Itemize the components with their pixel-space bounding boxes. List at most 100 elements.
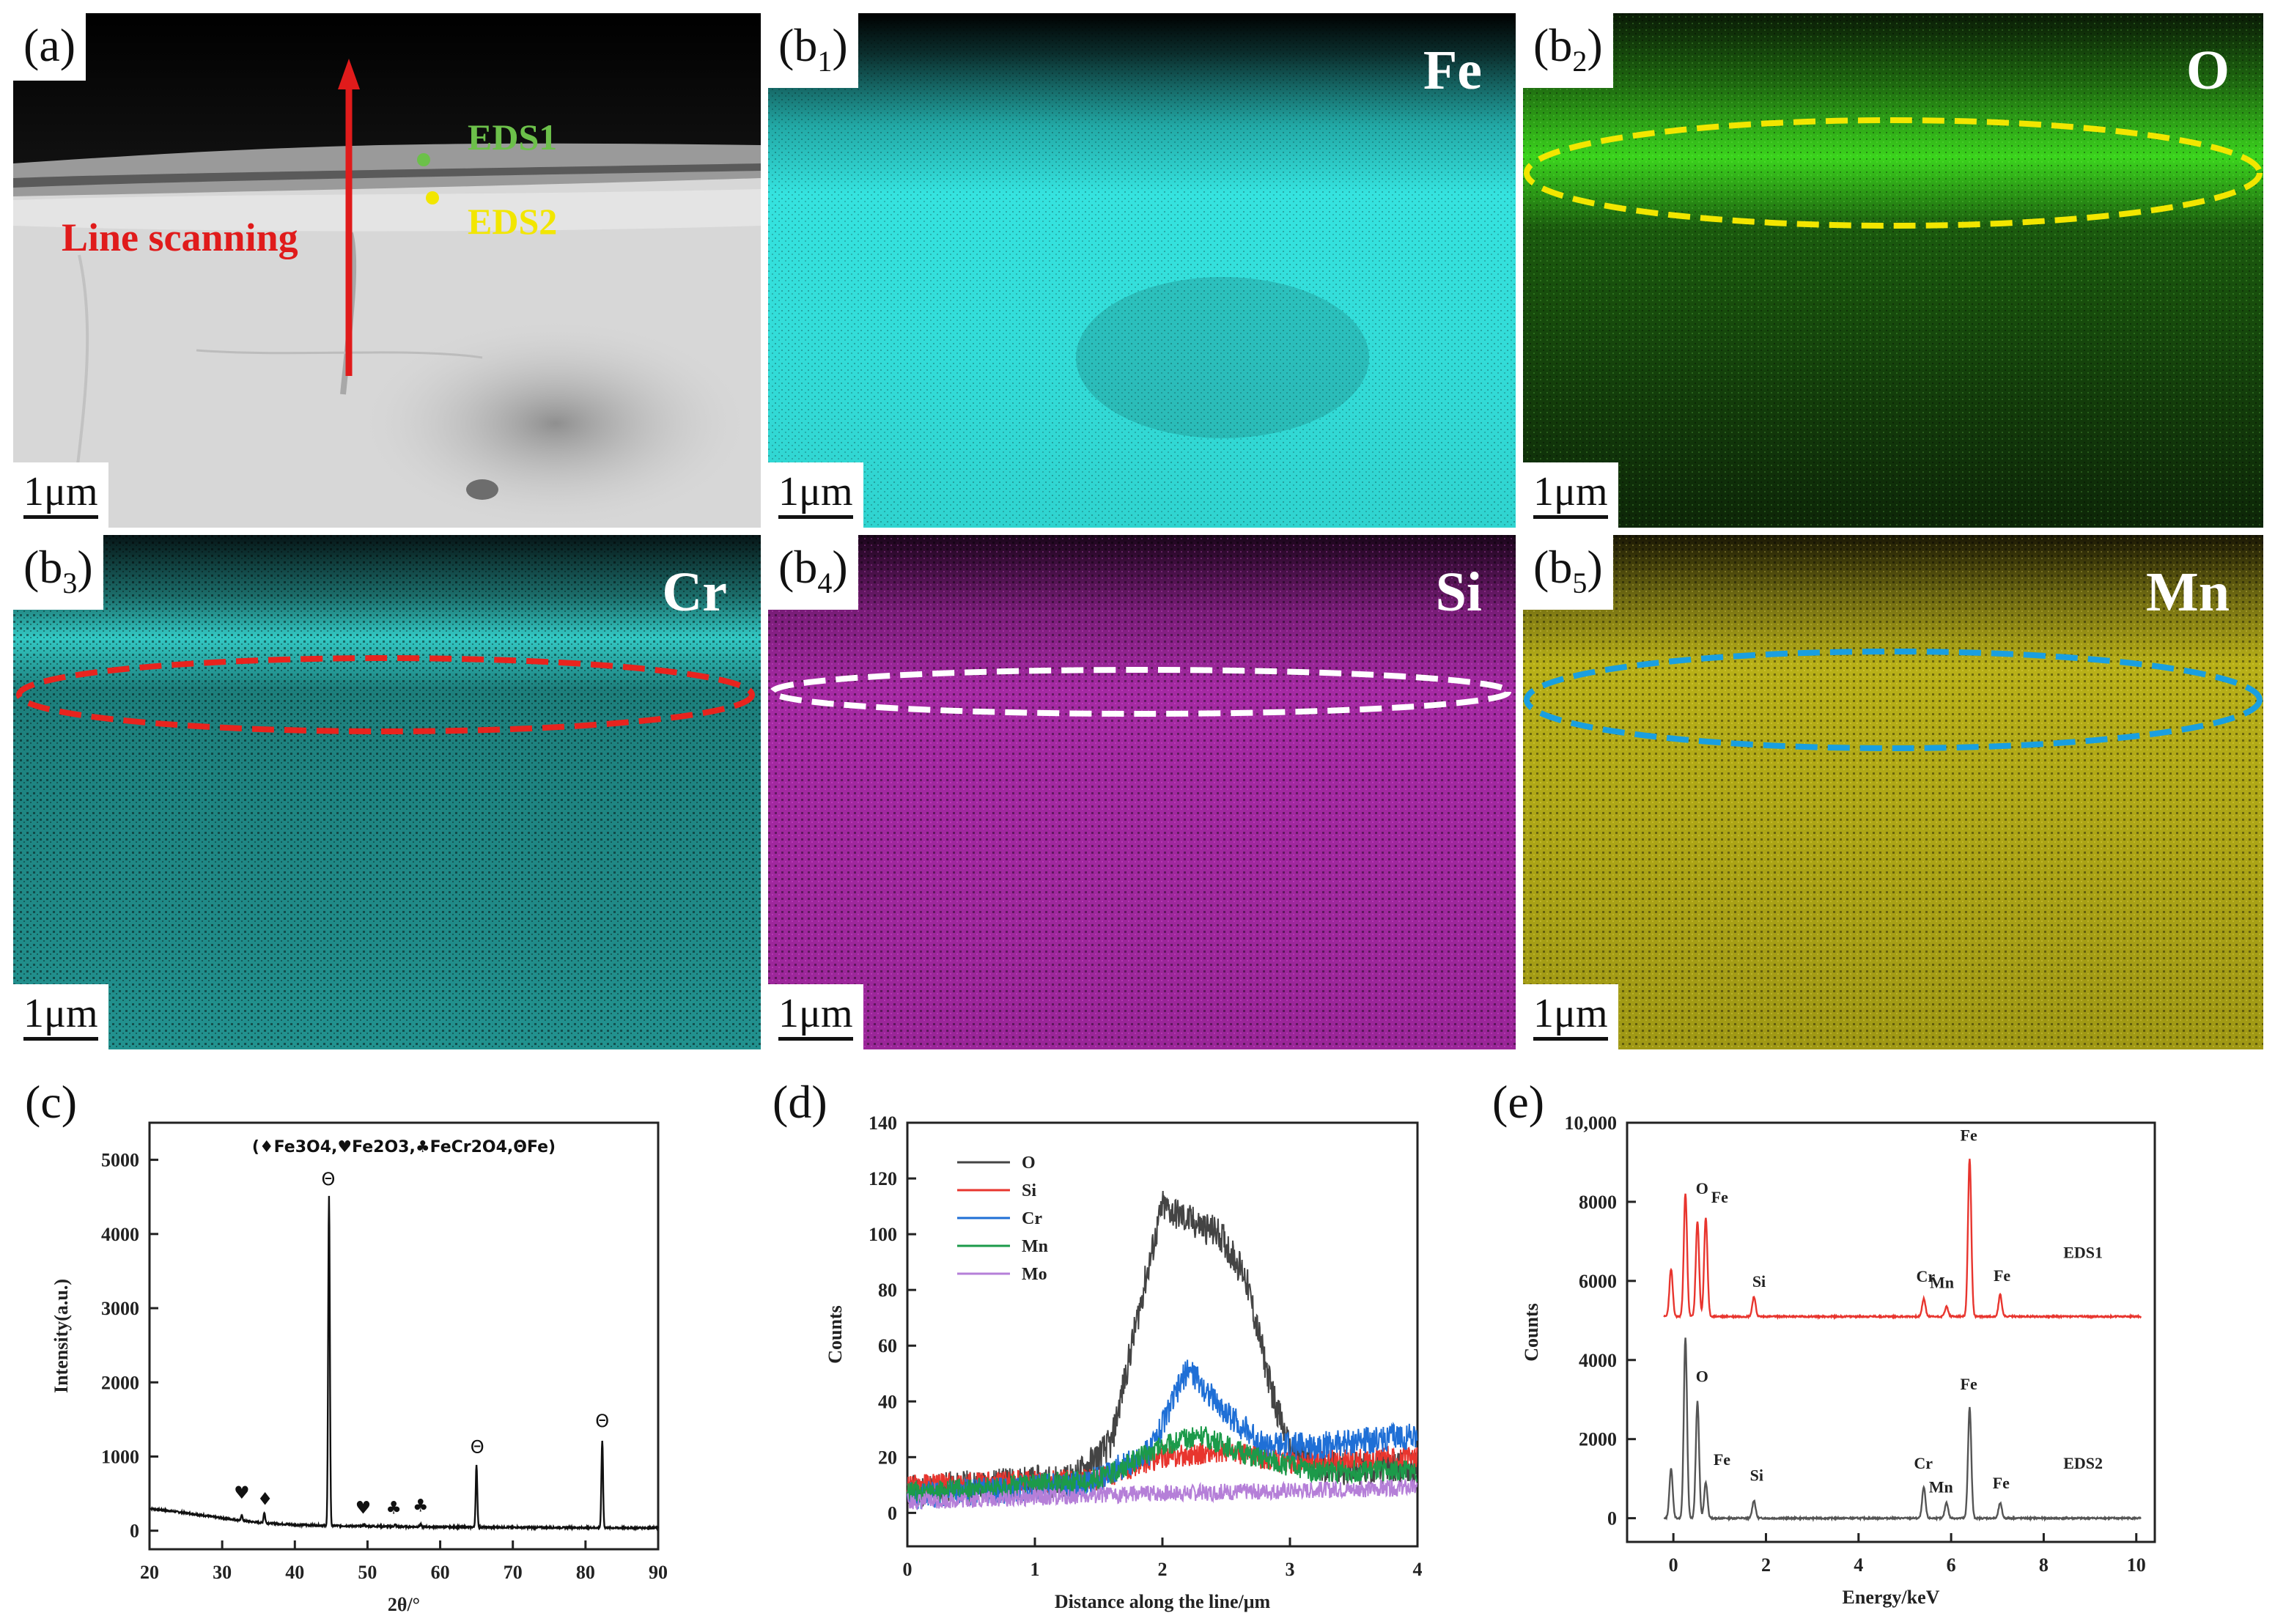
highlight-ellipse bbox=[16, 655, 755, 734]
panel-b5-label: (b5) bbox=[1523, 535, 1613, 610]
x-tick-label: 4 bbox=[1854, 1554, 1863, 1576]
series-line-mo bbox=[907, 1477, 1418, 1510]
y-tick-label: 0 bbox=[1607, 1508, 1617, 1529]
peak-label: EDS1 bbox=[2063, 1244, 2103, 1262]
y-tick-label: 10,000 bbox=[1565, 1112, 1618, 1134]
x-tick-label: 6 bbox=[1947, 1554, 1956, 1576]
y-tick-label: 0 bbox=[888, 1502, 897, 1524]
scale-bar: 1μm bbox=[13, 984, 108, 1049]
element-label: O bbox=[2186, 40, 2230, 101]
panel-b1-label: (b1) bbox=[768, 13, 858, 88]
x-tick-label: 90 bbox=[649, 1562, 668, 1583]
legend-label: O bbox=[1022, 1154, 1036, 1173]
peak-label: Fe bbox=[1994, 1266, 2010, 1285]
x-axis-label: Energy/keV bbox=[1843, 1587, 1940, 1608]
peak-label: Fe bbox=[1711, 1188, 1728, 1206]
scale-bar: 1μm bbox=[768, 462, 863, 528]
peak-marker: ♦ bbox=[257, 1488, 273, 1509]
y-axis-label: Intensity(a.u.) bbox=[51, 1279, 72, 1393]
panel-b4-si-map: (b4) Si 1μm bbox=[768, 535, 1516, 1049]
x-tick-label: 4 bbox=[1413, 1559, 1423, 1580]
scale-bar: 1μm bbox=[13, 462, 108, 528]
y-tick-label: 3000 bbox=[101, 1298, 139, 1319]
highlight-ellipse bbox=[770, 667, 1511, 717]
scale-bar: 1μm bbox=[768, 984, 863, 1049]
panel-c-label: (c) bbox=[25, 1076, 78, 1128]
x-tick-label: 0 bbox=[903, 1559, 912, 1580]
peak-label: Si bbox=[1750, 1466, 1763, 1484]
xrd-chart: 20 30 40 50 60 70 80 90 0 1000 2000 3000 4000 5000 2θ/… bbox=[51, 1121, 668, 1615]
peak-label: Mn bbox=[1930, 1274, 1954, 1292]
x-tick-label: 80 bbox=[576, 1562, 595, 1583]
plot-frame bbox=[1626, 1121, 2156, 1543]
y-tick-label: 20 bbox=[878, 1447, 897, 1468]
y-tick-label: 120 bbox=[869, 1168, 897, 1189]
y-tick-label: 2000 bbox=[1579, 1429, 1617, 1450]
panel-b2-label: (b2) bbox=[1523, 13, 1613, 88]
peak-marker: ♣ bbox=[413, 1495, 429, 1516]
element-label: Fe bbox=[1423, 40, 1482, 101]
peak-marker: ♥ bbox=[234, 1483, 250, 1503]
peak-marker: Θ bbox=[471, 1436, 484, 1457]
cr-map-image bbox=[13, 535, 761, 1049]
x-tick-label: 30 bbox=[213, 1562, 232, 1583]
eds1-label: EDS1 bbox=[468, 117, 558, 158]
peak-marker: Θ bbox=[321, 1169, 335, 1189]
panel-d-label: (d) bbox=[773, 1076, 827, 1128]
panel-b2-o-map: (b2) O 1μm bbox=[1523, 13, 2263, 528]
y-tick-label: 5000 bbox=[101, 1150, 139, 1171]
peak-label: O bbox=[1696, 1179, 1708, 1197]
y-axis-label: Counts bbox=[825, 1305, 846, 1363]
y-tick-label: 6000 bbox=[1579, 1271, 1617, 1292]
y-tick-label: 100 bbox=[869, 1224, 897, 1245]
line-scan-label: Line scanning bbox=[62, 215, 298, 259]
y-tick-label: 140 bbox=[869, 1112, 897, 1134]
panel-e-label: (e) bbox=[1492, 1076, 1545, 1128]
y-tick-label: 2000 bbox=[101, 1372, 139, 1393]
y-tick-label: 4000 bbox=[101, 1224, 139, 1245]
x-tick-label: 2 bbox=[1158, 1559, 1168, 1580]
peak-label: Fe bbox=[1993, 1474, 2010, 1492]
eds-spectrum-chart: 0 2 4 6 8 10 0 2000 4000 6000 8000 10,000 Energy/keV… bbox=[1521, 1112, 2156, 1608]
y-tick-label: 1000 bbox=[101, 1446, 139, 1467]
spectrum-eds1 bbox=[1663, 1159, 2142, 1321]
peak-marker: ♣ bbox=[386, 1497, 402, 1518]
panel-a-sem-image: (a) Line scanning EDS1 EDS2 1μm bbox=[13, 13, 761, 528]
peak-label: Fe bbox=[1714, 1450, 1730, 1469]
y-tick-label: 4000 bbox=[1579, 1350, 1617, 1371]
legend-label: Cr bbox=[1022, 1209, 1042, 1228]
element-label: Cr bbox=[662, 561, 727, 623]
peak-label: Cr bbox=[1917, 1267, 1936, 1285]
legend-label: Mo bbox=[1022, 1265, 1047, 1284]
peak-label: Cr bbox=[1914, 1454, 1933, 1472]
panel-b3-cr-map: (b3) Cr 1μm bbox=[13, 535, 761, 1049]
x-tick-label: 8 bbox=[2039, 1554, 2049, 1576]
y-tick-label: 40 bbox=[878, 1391, 897, 1412]
series-line-cr bbox=[907, 1359, 1418, 1510]
panel-b4-label: (b4) bbox=[768, 535, 858, 610]
panel-a-label: (a) bbox=[13, 13, 86, 81]
y-tick-label: 8000 bbox=[1579, 1192, 1617, 1213]
y-tick-label: 60 bbox=[878, 1335, 897, 1357]
x-tick-label: 1 bbox=[1030, 1559, 1040, 1580]
fe-map-image bbox=[768, 13, 1516, 528]
peak-label: Si bbox=[1752, 1272, 1766, 1291]
x-axis-label: 2θ/° bbox=[388, 1594, 420, 1615]
y-tick-label: 80 bbox=[878, 1280, 897, 1301]
x-tick-label: 70 bbox=[504, 1562, 523, 1583]
series-line-mn bbox=[907, 1426, 1418, 1504]
mn-map-image bbox=[1523, 535, 2263, 1049]
element-label: Si bbox=[1435, 561, 1482, 623]
spectrum-eds2 bbox=[1663, 1337, 2142, 1522]
sem-micrograph bbox=[13, 13, 761, 528]
element-label: Mn bbox=[2146, 561, 2230, 623]
si-map-image bbox=[768, 535, 1516, 1049]
scale-bar: 1μm bbox=[1523, 984, 1618, 1049]
xrd-pattern-line bbox=[149, 1195, 660, 1532]
x-tick-label: 50 bbox=[358, 1562, 377, 1583]
arrow-head-icon bbox=[338, 59, 360, 89]
y-axis-label: Counts bbox=[1521, 1303, 1542, 1361]
peak-label: EDS2 bbox=[2063, 1454, 2103, 1472]
peak-label: Mn bbox=[1929, 1478, 1953, 1496]
